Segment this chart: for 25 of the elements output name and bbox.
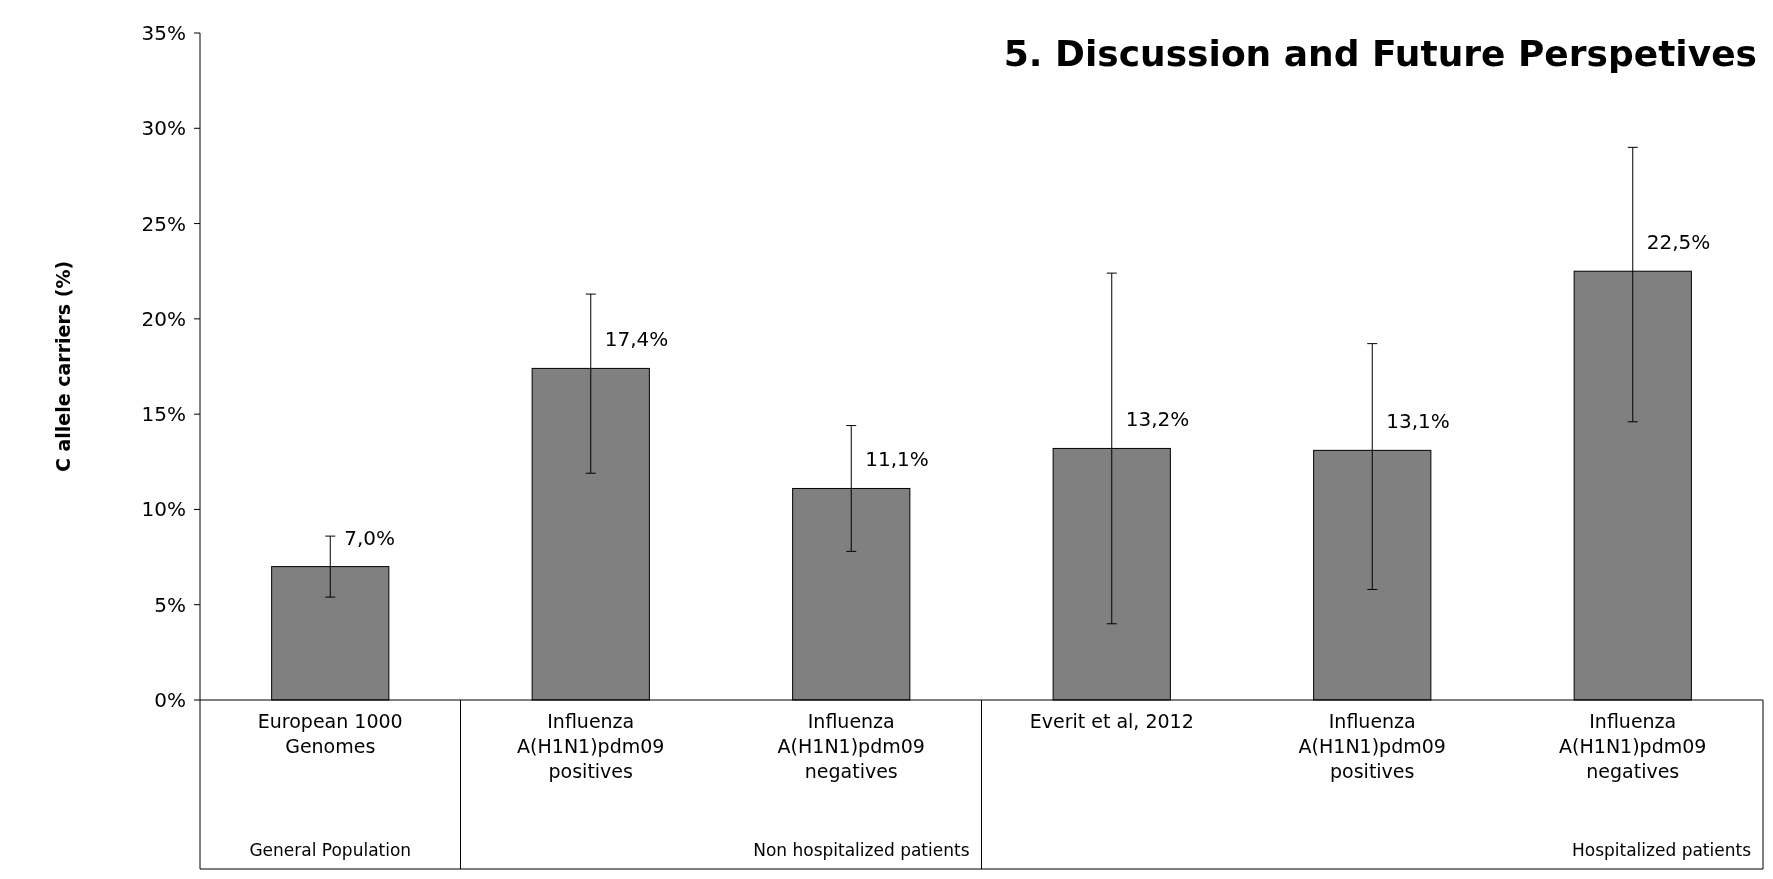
- y-tick-label: 20%: [141, 306, 186, 331]
- x-tick-label: Influenza A(H1N1)pdm09 positives: [517, 710, 665, 782]
- data-label: 17,4%: [604, 327, 669, 352]
- y-tick-label: 10%: [141, 497, 186, 522]
- data-label: 13,2%: [1125, 407, 1190, 432]
- x-tick-label: Influenza A(H1N1)pdm09 positives: [1298, 710, 1446, 782]
- x-tick-label: Influenza A(H1N1)pdm09 negatives: [1559, 710, 1707, 782]
- text: General Population: [249, 840, 412, 860]
- data-label: 7,0%: [344, 525, 396, 550]
- y-axis-title: C allele carriers (%): [52, 260, 74, 473]
- y-tick-label: 0%: [154, 688, 186, 712]
- text: Hospitalized patients: [1571, 840, 1752, 860]
- data-label: 22,5%: [1646, 230, 1711, 255]
- data-label: 13,1%: [1386, 409, 1450, 434]
- data-label: 11,1%: [865, 447, 929, 472]
- x-tick-label: Influenza A(H1N1)pdm09 negatives: [777, 710, 925, 782]
- y-tick-label: 5%: [154, 592, 186, 617]
- x-tick-label: European 1000 Genomes: [257, 710, 403, 757]
- y-tick-label: 15%: [141, 402, 186, 427]
- y-tick-label: 35%: [141, 21, 186, 45]
- chart-title: 5. Discussion and Future Perspetives: [1003, 33, 1757, 74]
- y-tick-label: 25%: [141, 211, 186, 236]
- x-tick-label: Everit et al, 2012: [1029, 710, 1194, 732]
- text: Non hospitalized patients: [753, 840, 970, 860]
- y-tick-label: 30%: [141, 116, 186, 141]
